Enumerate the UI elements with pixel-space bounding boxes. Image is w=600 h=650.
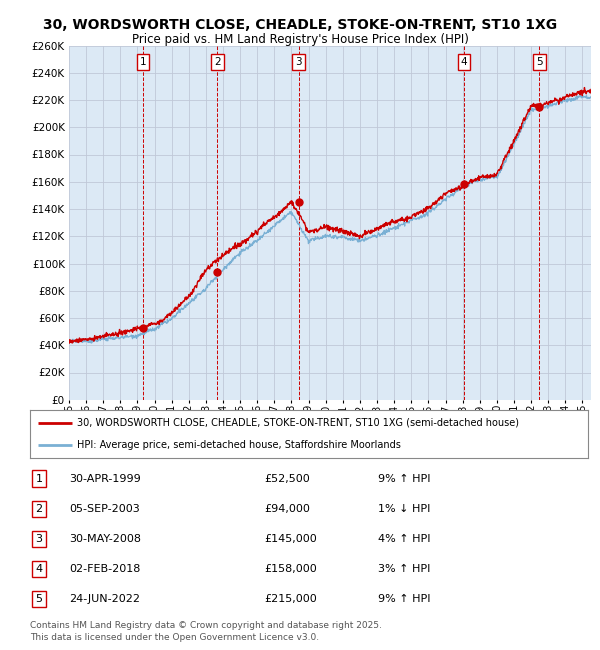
Text: 05-SEP-2003: 05-SEP-2003 [69,504,140,514]
Text: Price paid vs. HM Land Registry's House Price Index (HPI): Price paid vs. HM Land Registry's House … [131,32,469,46]
Text: Contains HM Land Registry data © Crown copyright and database right 2025.: Contains HM Land Registry data © Crown c… [30,621,382,630]
Text: 9% ↑ HPI: 9% ↑ HPI [378,474,431,484]
Text: 02-FEB-2018: 02-FEB-2018 [69,564,140,574]
Text: 5: 5 [536,57,542,67]
Text: £145,000: £145,000 [264,534,317,544]
Text: 24-JUN-2022: 24-JUN-2022 [69,594,140,604]
Text: £215,000: £215,000 [264,594,317,604]
Text: 3% ↑ HPI: 3% ↑ HPI [378,564,430,574]
Text: 30-MAY-2008: 30-MAY-2008 [69,534,141,544]
Text: 2: 2 [35,504,43,514]
Text: 1: 1 [140,57,146,67]
Text: 30-APR-1999: 30-APR-1999 [69,474,141,484]
Text: 30, WORDSWORTH CLOSE, CHEADLE, STOKE-ON-TRENT, ST10 1XG: 30, WORDSWORTH CLOSE, CHEADLE, STOKE-ON-… [43,18,557,32]
Text: 4: 4 [35,564,43,574]
Text: 1% ↓ HPI: 1% ↓ HPI [378,504,430,514]
Text: £94,000: £94,000 [264,504,310,514]
Text: HPI: Average price, semi-detached house, Staffordshire Moorlands: HPI: Average price, semi-detached house,… [77,440,401,450]
Text: 3: 3 [295,57,302,67]
Text: £52,500: £52,500 [264,474,310,484]
Text: 3: 3 [35,534,43,544]
Text: 1: 1 [35,474,43,484]
Text: This data is licensed under the Open Government Licence v3.0.: This data is licensed under the Open Gov… [30,633,319,642]
Text: 5: 5 [35,594,43,604]
Text: 2: 2 [214,57,221,67]
Text: 30, WORDSWORTH CLOSE, CHEADLE, STOKE-ON-TRENT, ST10 1XG (semi-detached house): 30, WORDSWORTH CLOSE, CHEADLE, STOKE-ON-… [77,418,520,428]
Text: 4% ↑ HPI: 4% ↑ HPI [378,534,431,544]
Text: 4: 4 [461,57,467,67]
Text: 9% ↑ HPI: 9% ↑ HPI [378,594,431,604]
Text: £158,000: £158,000 [264,564,317,574]
